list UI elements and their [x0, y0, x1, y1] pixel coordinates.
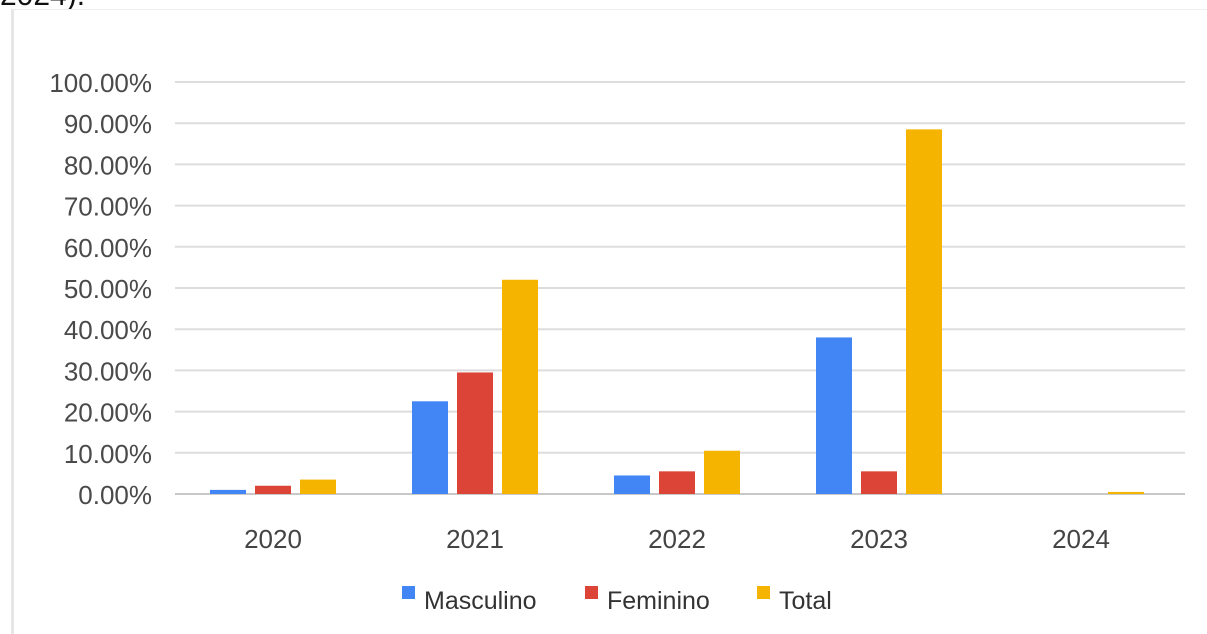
x-tick-label: 2022	[648, 524, 706, 554]
bar-total-2021	[502, 279, 538, 494]
y-tick-label: 30.00%	[64, 356, 152, 386]
legend-swatch-total	[757, 586, 770, 599]
y-tick-label: 100.00%	[49, 68, 152, 98]
y-tick-label: 10.00%	[64, 439, 152, 469]
x-tick-label: 2021	[446, 524, 504, 554]
bar-total-2022	[704, 450, 740, 494]
x-tick-label: 2020	[244, 524, 302, 554]
y-tick-label: 60.00%	[64, 233, 152, 263]
gridlines	[175, 81, 1185, 495]
legend-swatch-masculino	[402, 586, 415, 599]
bar-feminino-2022	[659, 471, 695, 494]
x-tick-label: 2024	[1052, 524, 1110, 554]
y-tick-label: 20.00%	[64, 398, 152, 428]
bars	[210, 129, 1144, 494]
bar-masculino-2023	[816, 337, 852, 494]
bar-total-2020	[300, 479, 336, 494]
x-tick-label: 2023	[850, 524, 908, 554]
y-tick-label: 40.00%	[64, 315, 152, 345]
legend-label-masculino: Masculino	[424, 587, 537, 615]
y-axis-tick-labels: 0.00% 10.00% 20.00% 30.00% 40.00% 50.00% 60.00…	[49, 68, 152, 510]
bar-total-2023	[906, 129, 942, 494]
y-tick-label: 70.00%	[64, 192, 152, 222]
bar-feminino-2020	[255, 485, 291, 494]
bar-feminino-2023	[861, 471, 897, 494]
legend: Masculino Feminino Total	[402, 586, 832, 615]
legend-label-feminino: Feminino	[607, 587, 710, 615]
bar-masculino-2021	[412, 401, 448, 494]
bar-masculino-2022	[614, 475, 650, 494]
y-tick-label: 90.00%	[64, 109, 152, 139]
x-axis-category-labels: 2020 2021 2022 2023 2024	[244, 524, 1110, 554]
bar-feminino-2021	[457, 372, 493, 494]
y-tick-label: 50.00%	[64, 274, 152, 304]
y-tick-label: 80.00%	[64, 150, 152, 180]
chart-frame	[11, 9, 1207, 634]
legend-swatch-feminino	[585, 586, 598, 599]
bar-masculino-2020	[210, 489, 246, 494]
y-tick-label: 0.00%	[78, 480, 152, 510]
bar-total-2024	[1108, 491, 1144, 494]
legend-label-total: Total	[779, 587, 832, 615]
